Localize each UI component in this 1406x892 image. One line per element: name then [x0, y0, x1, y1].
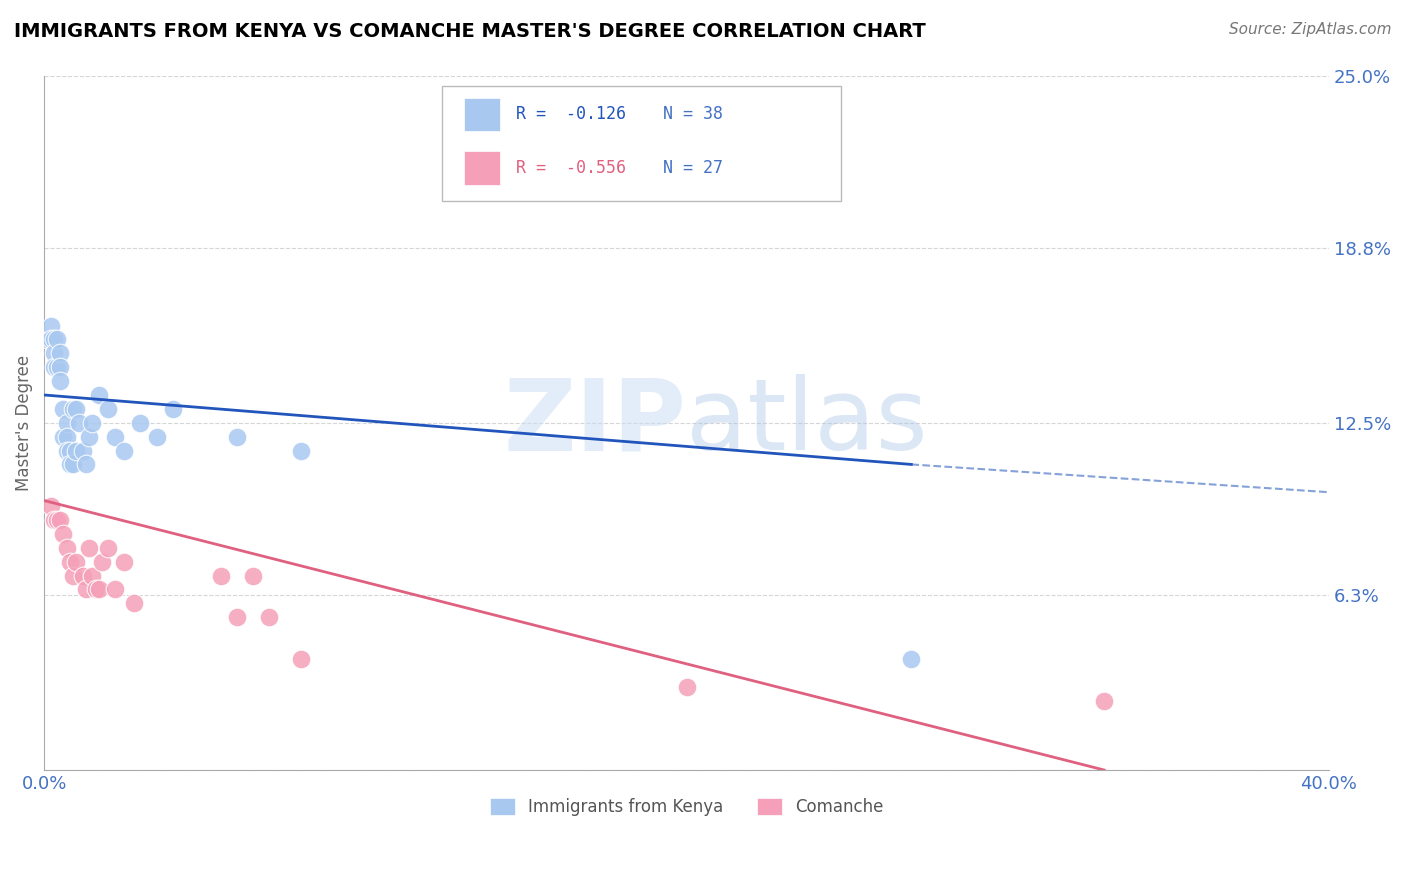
Point — [209, 568, 232, 582]
Text: R =  -0.126: R = -0.126 — [516, 105, 626, 123]
Point — [112, 555, 135, 569]
Point — [1092, 693, 1115, 707]
Point — [42, 346, 65, 360]
Point — [42, 513, 65, 527]
Point — [49, 360, 72, 375]
Point — [42, 333, 65, 347]
Point — [59, 458, 82, 472]
Point — [62, 568, 84, 582]
Point — [52, 401, 75, 416]
Point — [65, 555, 87, 569]
Point — [122, 596, 145, 610]
Point — [75, 458, 97, 472]
Point — [82, 568, 104, 582]
Point — [49, 374, 72, 388]
FancyBboxPatch shape — [464, 98, 501, 131]
Point — [37, 333, 59, 347]
Point — [69, 416, 91, 430]
Point — [62, 401, 84, 416]
Point — [225, 610, 247, 624]
Point — [55, 541, 77, 555]
Point — [72, 443, 94, 458]
Point — [46, 513, 69, 527]
Point — [62, 458, 84, 472]
Text: IMMIGRANTS FROM KENYA VS COMANCHE MASTER'S DEGREE CORRELATION CHART: IMMIGRANTS FROM KENYA VS COMANCHE MASTER… — [14, 22, 925, 41]
Point — [55, 443, 77, 458]
Text: N = 38: N = 38 — [664, 105, 723, 123]
Point — [55, 430, 77, 444]
Point — [112, 443, 135, 458]
Point — [162, 401, 184, 416]
Point — [84, 582, 107, 597]
Point — [59, 443, 82, 458]
Point — [77, 430, 100, 444]
Point — [52, 527, 75, 541]
Point — [145, 430, 167, 444]
Legend: Immigrants from Kenya, Comanche: Immigrants from Kenya, Comanche — [481, 789, 891, 824]
Text: atlas: atlas — [686, 375, 928, 471]
FancyBboxPatch shape — [443, 86, 841, 201]
Point — [49, 513, 72, 527]
Y-axis label: Master's Degree: Master's Degree — [15, 355, 32, 491]
Point — [87, 582, 110, 597]
Point — [290, 443, 312, 458]
Point — [242, 568, 264, 582]
Point — [65, 443, 87, 458]
Point — [97, 541, 120, 555]
Point — [49, 346, 72, 360]
Point — [39, 318, 62, 333]
Point — [46, 360, 69, 375]
Point — [52, 430, 75, 444]
Point — [104, 582, 127, 597]
Point — [675, 680, 697, 694]
Point — [39, 333, 62, 347]
Text: Source: ZipAtlas.com: Source: ZipAtlas.com — [1229, 22, 1392, 37]
Point — [55, 416, 77, 430]
Point — [900, 652, 922, 666]
Point — [65, 401, 87, 416]
Text: N = 27: N = 27 — [664, 159, 723, 177]
FancyBboxPatch shape — [464, 152, 501, 185]
Point — [46, 333, 69, 347]
Point — [90, 555, 112, 569]
Point — [75, 582, 97, 597]
Point — [547, 166, 569, 180]
Point — [97, 401, 120, 416]
Point — [72, 568, 94, 582]
Point — [104, 430, 127, 444]
Point — [257, 610, 280, 624]
Point — [42, 360, 65, 375]
Point — [77, 541, 100, 555]
Point — [290, 652, 312, 666]
Point — [225, 430, 247, 444]
Point — [39, 499, 62, 513]
Point — [87, 388, 110, 402]
Point — [82, 416, 104, 430]
Text: ZIP: ZIP — [503, 375, 686, 471]
Point — [129, 416, 152, 430]
Point — [59, 555, 82, 569]
Text: R =  -0.556: R = -0.556 — [516, 159, 626, 177]
